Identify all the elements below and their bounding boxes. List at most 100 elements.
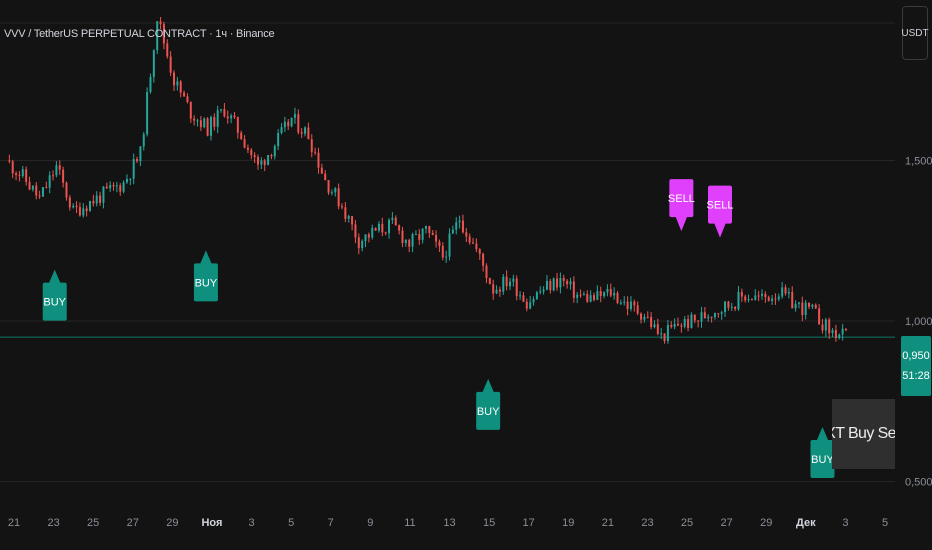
candle-body bbox=[41, 187, 44, 197]
candle-body bbox=[176, 81, 179, 86]
buy-arrow bbox=[482, 378, 495, 393]
candle-body bbox=[458, 220, 461, 223]
candle-body bbox=[771, 298, 774, 301]
candle-body bbox=[609, 288, 612, 296]
candle-body bbox=[697, 320, 700, 322]
x-tick-label: 5 bbox=[288, 517, 294, 529]
candle-body bbox=[384, 232, 387, 234]
candle-body bbox=[216, 110, 219, 127]
candle-body bbox=[512, 278, 515, 282]
buy-label-box bbox=[476, 391, 501, 430]
x-tick-label: 15 bbox=[483, 517, 495, 529]
candle-body bbox=[455, 222, 458, 230]
candle-body bbox=[582, 293, 585, 295]
candle-body bbox=[445, 256, 448, 258]
candle-body bbox=[488, 278, 491, 285]
x-tick-label: 21 bbox=[8, 517, 20, 529]
candle-body bbox=[361, 241, 364, 249]
candle-body bbox=[260, 160, 263, 165]
candle-body bbox=[616, 292, 619, 303]
candle-body bbox=[451, 229, 454, 234]
candle-body bbox=[509, 281, 511, 287]
buy-label-box bbox=[810, 440, 835, 478]
x-tick-label: 27 bbox=[127, 517, 139, 529]
candle-body bbox=[730, 306, 733, 308]
candle-body bbox=[162, 24, 165, 44]
candle-body bbox=[136, 159, 139, 162]
candle-body bbox=[747, 299, 750, 301]
candle-body bbox=[293, 114, 296, 118]
x-tick-label: 23 bbox=[641, 517, 653, 529]
candle-body bbox=[290, 117, 293, 127]
candle-body bbox=[539, 291, 542, 293]
candle-body bbox=[169, 56, 172, 73]
candle-body bbox=[283, 121, 286, 128]
candle-body bbox=[421, 228, 424, 240]
candle-body bbox=[845, 328, 847, 331]
buy-signal-marker: BUY bbox=[476, 378, 501, 430]
indicator-legend[interactable]: XT Buy Sell bbox=[832, 399, 895, 469]
candle-body bbox=[532, 299, 535, 303]
chart-grid bbox=[0, 22, 895, 483]
candle-body bbox=[589, 295, 592, 302]
candle-body bbox=[650, 317, 653, 328]
candle-body bbox=[199, 120, 202, 128]
candle-body bbox=[112, 185, 115, 187]
candle-body bbox=[562, 277, 565, 281]
x-axis: 21 23 25 27 29 Ноя 3 5 7 9 11 13 15 17 19 21 23 25 27 29 Дек… bbox=[8, 517, 888, 529]
candle-body bbox=[787, 291, 790, 294]
x-tick-label: Дек bbox=[796, 517, 816, 529]
candle-body bbox=[209, 117, 212, 136]
candle-body bbox=[236, 117, 239, 133]
candle-body bbox=[334, 188, 337, 193]
buy-arrow bbox=[48, 269, 61, 284]
candle-body bbox=[750, 299, 753, 301]
buy-label-text: BUY bbox=[195, 277, 218, 289]
candle-body bbox=[85, 208, 88, 212]
candle-body bbox=[693, 314, 696, 321]
candle-body bbox=[764, 293, 767, 298]
candle-body bbox=[680, 325, 683, 327]
candle-series bbox=[8, 17, 847, 344]
candle-body bbox=[643, 316, 646, 320]
buy-signal-marker: BUY bbox=[42, 269, 67, 321]
candle-body bbox=[189, 101, 192, 119]
candle-body bbox=[720, 312, 723, 314]
candle-body bbox=[660, 333, 663, 335]
candle-body bbox=[613, 292, 616, 296]
candle-body bbox=[549, 281, 552, 291]
x-tick-label: 27 bbox=[721, 517, 733, 529]
candle-body bbox=[670, 325, 673, 327]
candle-body bbox=[233, 115, 236, 118]
candle-body bbox=[757, 295, 760, 297]
candle-body bbox=[394, 217, 397, 226]
candle-body bbox=[314, 151, 317, 153]
candle-body bbox=[468, 236, 471, 243]
x-tick-label: 13 bbox=[443, 517, 455, 529]
candle-body bbox=[653, 324, 656, 328]
candle-body bbox=[324, 173, 327, 181]
candle-body bbox=[478, 249, 481, 254]
candle-body bbox=[267, 155, 270, 165]
candle-body bbox=[220, 109, 223, 111]
currency-selector[interactable]: USDT bbox=[901, 6, 929, 60]
x-tick-label: 21 bbox=[602, 517, 614, 529]
candle-body bbox=[115, 185, 118, 187]
candle-body bbox=[498, 289, 501, 292]
candle-body bbox=[717, 313, 720, 315]
candle-body bbox=[337, 188, 340, 207]
candle-body bbox=[206, 118, 209, 136]
candle-body bbox=[629, 301, 632, 310]
candle-body bbox=[438, 241, 441, 246]
candle-body bbox=[781, 287, 784, 297]
candle-body bbox=[754, 295, 757, 300]
buy-label-box bbox=[193, 263, 218, 302]
sell-label-text: SELL bbox=[707, 200, 734, 212]
candle-body bbox=[68, 197, 71, 208]
candle-body bbox=[435, 235, 438, 242]
candle-body bbox=[700, 312, 703, 322]
bar-countdown: 51:28 bbox=[902, 370, 930, 382]
candle-body bbox=[774, 298, 777, 300]
candle-body bbox=[45, 187, 48, 189]
